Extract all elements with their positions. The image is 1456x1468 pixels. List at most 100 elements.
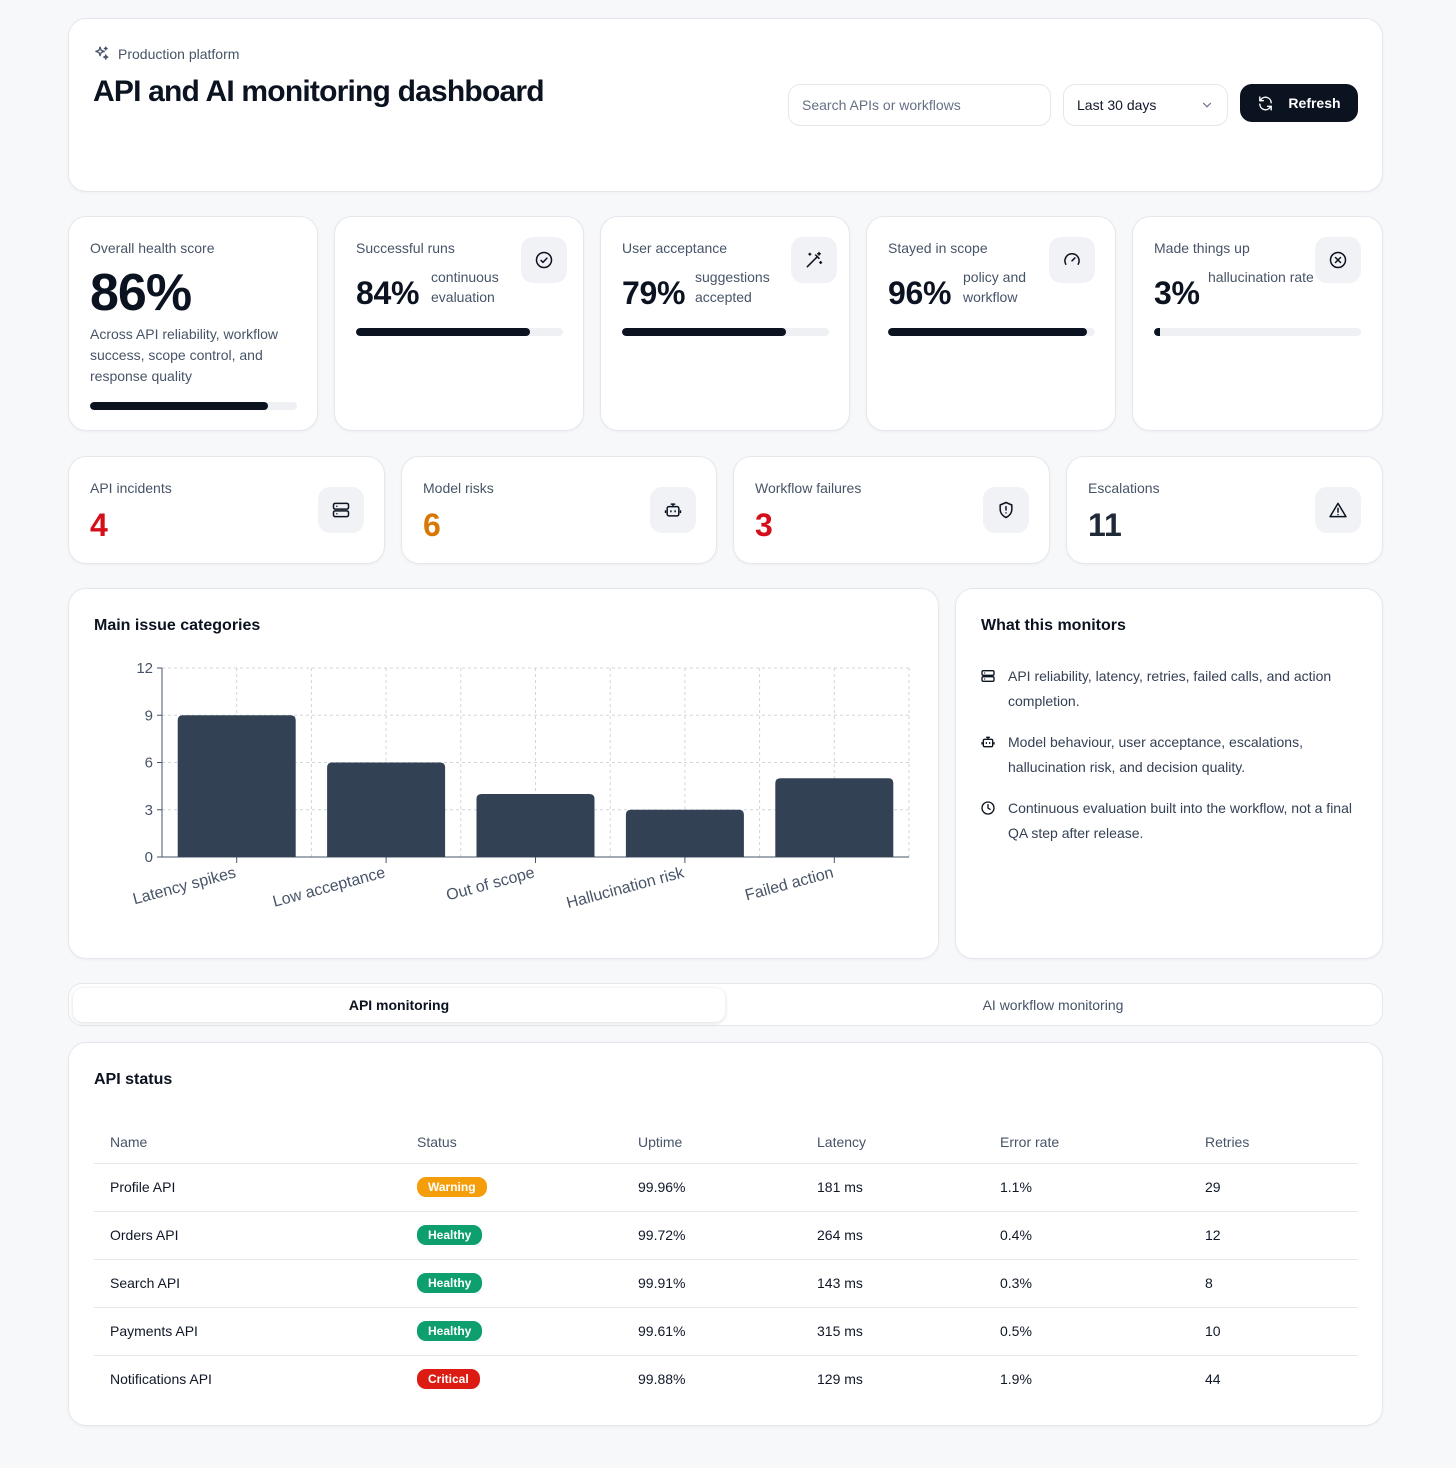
y-tick-label: 3	[145, 802, 153, 819]
kpi-icon-button[interactable]	[1049, 237, 1095, 283]
latency: 315 ms	[801, 1307, 984, 1356]
kpi-sub: hallucination rate	[1208, 269, 1314, 285]
health-description: Across API reliability, workflow success…	[90, 326, 279, 384]
check-circle-icon	[535, 251, 553, 269]
column-header: Name	[94, 1121, 401, 1164]
refresh-button[interactable]: Refresh	[1240, 84, 1358, 122]
api-name: Search API	[94, 1259, 401, 1308]
monitor-item-text: Model behaviour, user acceptance, escala…	[1008, 734, 1303, 775]
stat-workflow-failures: Workflow failures 3	[733, 456, 1050, 564]
error-rate: 1.1%	[984, 1163, 1189, 1212]
stat-icon-button[interactable]	[318, 487, 364, 533]
api-status-card: API status Name Status Uptime Latency Er…	[68, 1042, 1383, 1426]
kpi-made-things-up: Made things up 3% hallucination rate	[1132, 216, 1383, 431]
tab-ai-workflow-monitoring[interactable]: AI workflow monitoring	[982, 997, 1124, 1013]
sparkles-icon	[95, 46, 109, 60]
kpi-value: 3%	[1154, 275, 1200, 311]
eyebrow-text: Production platform	[118, 45, 240, 62]
error-rate: 0.3%	[984, 1259, 1189, 1308]
status-badge: Healthy	[417, 1273, 483, 1293]
y-tick-label: 6	[145, 755, 153, 772]
warning-triangle-icon	[1329, 502, 1347, 518]
table-row[interactable]: Orders API Healthy 99.72% 264 ms 0.4% 12	[94, 1211, 1358, 1260]
retries: 12	[1189, 1211, 1358, 1260]
kpi-label: Successful runs	[356, 240, 455, 256]
chart-bar	[625, 809, 744, 857]
uptime: 99.72%	[622, 1211, 801, 1260]
date-range-select[interactable]: Last 30 days	[1063, 84, 1228, 126]
api-status-title: API status	[94, 1071, 173, 1088]
kpi-icon-button[interactable]	[521, 237, 567, 283]
stat-icon-button[interactable]	[1315, 487, 1361, 533]
server-icon	[981, 670, 995, 682]
search-input[interactable]	[788, 84, 1051, 126]
stat-label: API incidents	[90, 480, 172, 496]
kpi-label: Made things up	[1154, 240, 1250, 256]
status-badge: Warning	[417, 1177, 487, 1197]
table-row[interactable]: Payments API Healthy 99.61% 315 ms 0.5% …	[94, 1307, 1358, 1356]
api-name: Orders API	[94, 1211, 401, 1260]
api-name: Payments API	[94, 1307, 401, 1356]
monitor-item-text: Continuous evaluation built into the wor…	[1008, 800, 1352, 841]
health-progress-fill	[90, 402, 269, 410]
status-cell: Warning	[401, 1163, 622, 1212]
status-badge: Healthy	[417, 1321, 483, 1341]
stat-label: Model risks	[423, 480, 494, 496]
kpi-label: User acceptance	[622, 240, 728, 256]
kpi-icon-button[interactable]	[791, 237, 837, 283]
status-badge: Healthy	[417, 1225, 483, 1245]
table-row[interactable]: Profile API Warning 99.96% 181 ms 1.1% 2…	[94, 1163, 1358, 1212]
retries: 44	[1205, 1371, 1221, 1388]
stat-icon-button[interactable]	[983, 487, 1029, 533]
latency: 143 ms	[801, 1259, 984, 1308]
shield-alert-icon	[999, 501, 1013, 519]
error-rate: 0.4%	[984, 1211, 1189, 1260]
chart-bar	[476, 794, 595, 857]
error-rate: 0.5%	[984, 1307, 1189, 1356]
chevron-down-icon	[1202, 102, 1212, 108]
kpi-sub: suggestions accepted	[695, 269, 770, 305]
robot-icon	[981, 736, 995, 748]
latency: 181 ms	[801, 1163, 984, 1212]
tab-api-monitoring[interactable]: API monitoring	[73, 988, 725, 1022]
stat-model-risks: Model risks 6	[401, 456, 717, 564]
retries: 10	[1189, 1307, 1358, 1356]
status-cell: Healthy	[401, 1211, 622, 1260]
y-tick-label: 9	[145, 707, 153, 724]
uptime: 99.88%	[638, 1371, 686, 1388]
eyebrow: Production platform	[93, 45, 239, 62]
kpi-icon-button[interactable]	[1315, 237, 1361, 283]
chart-bar	[327, 762, 446, 857]
kpi-successful-runs: Successful runs 84% continuous evaluatio…	[334, 216, 584, 431]
status-cell: Critical	[401, 1355, 622, 1403]
table-row[interactable]: Search API Healthy 99.91% 143 ms 0.3% 8	[94, 1259, 1358, 1308]
issue-bar-chart: 0 3 6 9 12 Latency spikes Low acceptance Out of…	[131, 660, 910, 912]
x-tick-label: Out of scope	[445, 864, 537, 904]
kpi-label: Stayed in scope	[888, 240, 988, 256]
kpi-stayed-in-scope: Stayed in scope 96% policy and workflow	[866, 216, 1116, 431]
chart-bar	[775, 778, 894, 857]
x-circle-icon	[1329, 251, 1347, 269]
api-name: Profile API	[94, 1163, 401, 1212]
stat-icon-button[interactable]	[650, 487, 696, 533]
table-row[interactable]: Notifications API Critical 99.88% 129 ms…	[94, 1355, 1358, 1403]
monitors-list: API reliability, latency, retries, faile…	[980, 664, 1360, 862]
column-header: Uptime	[622, 1121, 801, 1164]
monitor-item: Model behaviour, user acceptance, escala…	[980, 730, 1360, 780]
stat-value: 3	[755, 507, 773, 543]
x-tick-label: Hallucination risk	[565, 864, 687, 912]
x-tick-label: Failed action	[743, 864, 835, 904]
monitor-item: Continuous evaluation built into the wor…	[980, 796, 1360, 846]
kpi-sub: continuous evaluation	[431, 269, 499, 305]
kpi-progress	[622, 328, 829, 336]
monitor-item: API reliability, latency, retries, faile…	[980, 664, 1360, 714]
uptime: 99.91%	[622, 1259, 801, 1308]
kpi-progress-fill	[888, 328, 1087, 336]
status-cell: Healthy	[401, 1307, 622, 1356]
uptime: 99.96%	[622, 1163, 801, 1212]
stat-value: 11	[1088, 507, 1122, 543]
stat-value: 4	[90, 507, 108, 543]
kpi-progress	[1154, 328, 1361, 336]
retries: 29	[1189, 1163, 1358, 1212]
column-header: Retries	[1189, 1121, 1358, 1164]
